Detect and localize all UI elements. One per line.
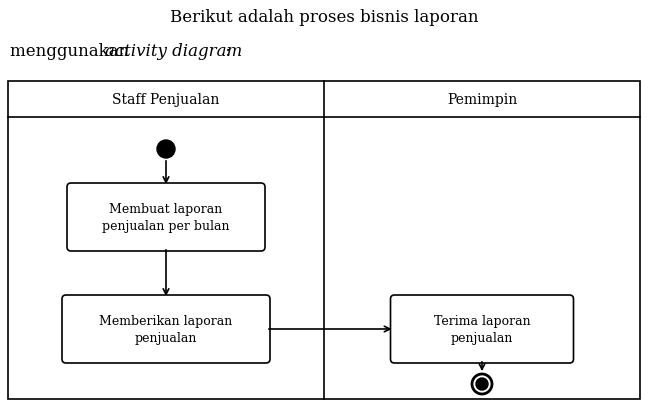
FancyBboxPatch shape [62,295,270,363]
Text: menggunakan: menggunakan [10,43,134,60]
Circle shape [472,374,492,394]
Text: Memberikan laporan
penjualan: Memberikan laporan penjualan [99,314,233,344]
Text: Membuat laporan
penjualan per bulan: Membuat laporan penjualan per bulan [102,202,230,232]
Text: :: : [220,43,231,60]
Text: Staff Penjualan: Staff Penjualan [112,93,220,107]
Circle shape [157,141,175,159]
FancyBboxPatch shape [391,295,573,363]
Text: Berikut adalah proses bisnis laporan: Berikut adalah proses bisnis laporan [170,9,478,26]
Bar [8,82,640,399]
Text: Pemimpin: Pemimpin [447,93,517,107]
Text: activity diagram: activity diagram [105,43,242,60]
Circle shape [476,378,488,390]
FancyBboxPatch shape [67,183,265,252]
Text: Terima laporan
penjualan: Terima laporan penjualan [434,314,530,344]
